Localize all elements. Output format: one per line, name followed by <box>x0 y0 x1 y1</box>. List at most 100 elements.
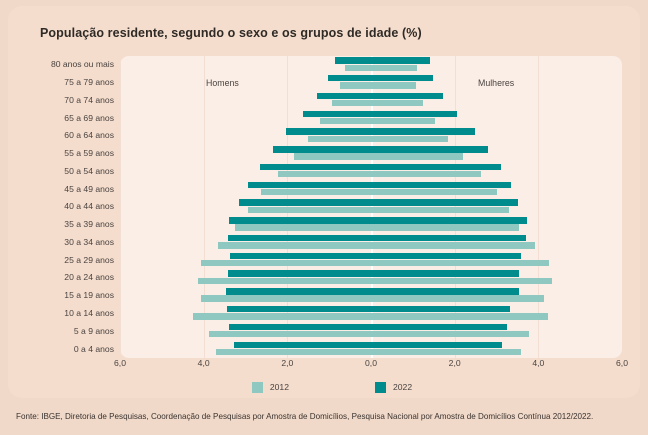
bar-row <box>120 216 622 234</box>
legend-label: 2012 <box>269 382 289 392</box>
x-tick-label: 6,0 <box>114 358 126 368</box>
x-tick-label: 0,0 <box>365 358 377 368</box>
bar-2022-mulheres <box>371 323 507 331</box>
bar-2012-homens <box>201 295 371 302</box>
gridline <box>120 56 121 358</box>
bar-2022-homens <box>248 181 371 189</box>
bar-2022-mulheres <box>371 110 458 117</box>
bar-rows <box>120 56 622 358</box>
y-tick-label: 25 a 29 anos <box>64 254 114 265</box>
bar-2012-mulheres <box>371 153 463 160</box>
bar-2012-mulheres <box>371 188 498 196</box>
bar-2012-homens <box>308 135 371 142</box>
bar-2012-mulheres <box>371 313 548 320</box>
bar-2012-mulheres <box>371 171 481 178</box>
y-tick-label: 55 a 59 anos <box>64 148 114 159</box>
chart-legend: 2012 2022 <box>8 379 648 395</box>
bar-2022-homens <box>317 92 371 100</box>
y-tick-label: 5 a 9 anos <box>73 325 114 336</box>
x-tick-label: 4,0 <box>532 358 545 368</box>
bar-row <box>120 269 622 287</box>
bar-2012-homens <box>294 153 371 160</box>
bar-2022-mulheres <box>371 288 519 295</box>
y-tick-label: 45 a 49 anos <box>64 183 114 194</box>
bar-2022-mulheres <box>371 341 503 348</box>
chart-card: População residente, segundo o sexo e os… <box>8 6 640 398</box>
bar-2022-homens <box>227 234 371 242</box>
bar-2012-mulheres <box>371 100 423 107</box>
caption-homens: Homens <box>206 78 239 88</box>
bar-2012-homens <box>261 188 371 196</box>
bar-2022-homens <box>228 323 371 331</box>
y-tick-label: 20 a 24 anos <box>64 272 114 283</box>
bar-row <box>120 180 622 198</box>
bar-2022-homens <box>260 163 371 171</box>
bar-2022-mulheres <box>371 146 489 153</box>
bar-2022-mulheres <box>371 270 519 277</box>
bar-2022-mulheres <box>371 92 443 100</box>
bar-2022-homens <box>230 252 371 260</box>
bar-2022-mulheres <box>371 75 433 82</box>
bar-2012-mulheres <box>371 348 521 356</box>
bar-2012-homens <box>345 64 371 71</box>
y-tick-label: 30 a 34 anos <box>64 236 114 247</box>
y-tick-label: 0 a 4 anos <box>73 343 114 354</box>
bar-2012-mulheres <box>371 259 550 267</box>
bar-2022-homens <box>228 270 371 277</box>
bar-2022-mulheres <box>371 128 476 135</box>
bar-2022-homens <box>239 199 371 206</box>
page-title: População residente, segundo o sexo e os… <box>40 26 422 40</box>
y-tick-label: 40 a 44 anos <box>64 201 114 212</box>
bar-row <box>120 322 622 340</box>
bar-2012-homens <box>193 313 371 320</box>
bar-row <box>120 251 622 269</box>
bar-2022-homens <box>273 146 371 153</box>
bar-2012-mulheres <box>371 224 519 231</box>
bar-2022-homens <box>327 75 371 82</box>
bar-2012-mulheres <box>371 277 552 285</box>
y-tick-label: 70 a 74 anos <box>64 94 114 105</box>
y-tick-label: 15 a 19 anos <box>64 290 114 301</box>
bar-2022-homens <box>335 57 371 64</box>
bar-2012-homens <box>247 206 371 213</box>
bar-2012-mulheres <box>371 117 435 125</box>
y-tick-label: 10 a 14 anos <box>64 307 114 318</box>
caption-mulheres: Mulheres <box>478 78 515 88</box>
y-tick-label: 35 a 39 anos <box>64 219 114 230</box>
legend-item-2022[interactable]: 2022 <box>375 381 412 393</box>
x-axis-labels: 6,0 4,0 2,0 0,0 2,0 4,0 6,0 <box>8 358 648 376</box>
bar-row <box>120 109 622 127</box>
bar-row <box>120 92 622 110</box>
bar-2022-mulheres <box>371 57 430 64</box>
gridline <box>538 56 540 358</box>
bar-2012-homens <box>197 277 371 285</box>
bar-2012-homens <box>331 100 371 107</box>
bar-2012-homens <box>235 224 371 231</box>
bar-2012-mulheres <box>371 135 448 142</box>
bar-2022-mulheres <box>371 199 519 206</box>
bar-2012-mulheres <box>371 330 529 338</box>
bar-2022-homens <box>226 288 371 295</box>
legend-swatch <box>375 381 386 393</box>
bar-row <box>120 74 622 92</box>
x-tick-label: 2,0 <box>448 358 461 368</box>
bar-2022-mulheres <box>371 234 526 242</box>
bar-2022-homens <box>228 217 371 224</box>
bar-2022-mulheres <box>371 217 528 224</box>
y-tick-label: 75 a 79 anos <box>64 77 114 88</box>
bar-2012-mulheres <box>371 295 544 302</box>
bar-2012-homens <box>319 117 371 125</box>
y-tick-label: 50 a 54 anos <box>64 165 114 176</box>
bar-2012-homens <box>201 259 371 267</box>
bar-row <box>120 56 622 74</box>
bar-2012-homens <box>278 171 371 178</box>
bar-row <box>120 127 622 145</box>
bar-2022-mulheres <box>371 252 521 260</box>
bar-2022-mulheres <box>371 181 512 189</box>
legend-item-2012[interactable]: 2012 <box>251 381 289 393</box>
plot-panel <box>120 56 622 358</box>
bar-2012-mulheres <box>371 242 535 249</box>
bar-2012-homens <box>340 82 371 89</box>
bar-2012-homens <box>209 330 371 338</box>
